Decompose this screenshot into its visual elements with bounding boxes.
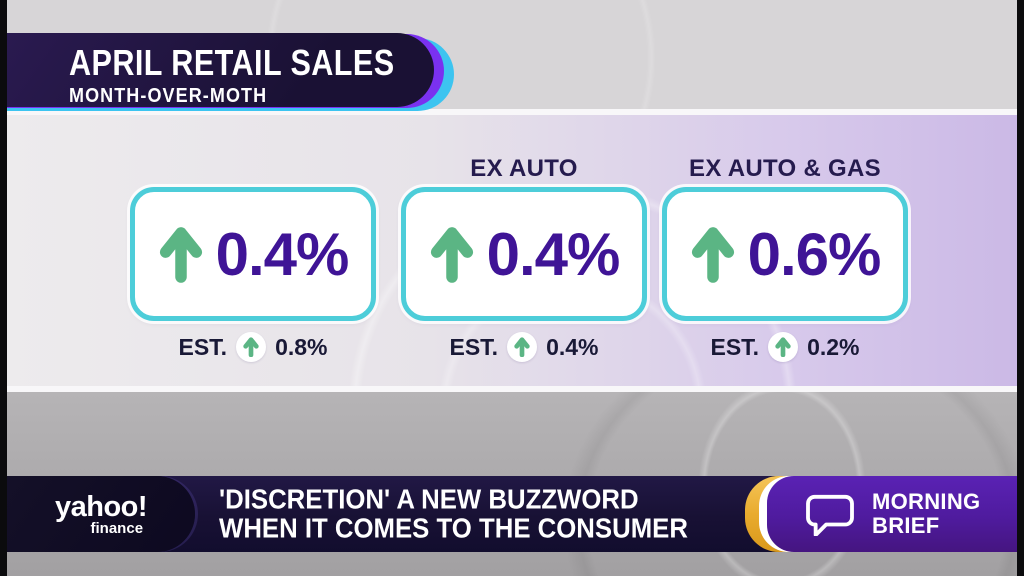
- page-subtitle: MONTH-OVER-MOTH: [69, 85, 268, 107]
- estimate-label: EST.: [710, 333, 760, 360]
- program-title-line-2: BRIEF: [872, 513, 940, 538]
- stat-value: 0.4%: [215, 220, 350, 288]
- page-title: APRIL RETAIL SALES: [69, 42, 395, 83]
- program-title-line-1: MORNING: [872, 489, 981, 515]
- estimate-row: EST. 0.4%: [401, 332, 647, 362]
- headline: 'DISCRETION' A NEW BUZZWORD WHEN IT COME…: [219, 485, 729, 542]
- header-navy-plate: [7, 33, 434, 107]
- estimate-label: EST.: [449, 333, 499, 360]
- estimate-arrow-circle: [507, 332, 538, 362]
- up-arrow-icon: [691, 227, 734, 283]
- estimate-row: EST. 0.8%: [130, 332, 376, 362]
- stat-label: [130, 151, 376, 187]
- stats-panel: 0.4% EST. 0.8% EX AUTO 0.4%: [7, 109, 1017, 392]
- estimate-arrow-circle: [236, 332, 267, 362]
- headline-line-1: 'DISCRETION' A NEW BUZZWORD: [219, 483, 639, 515]
- speech-bubble-icon: [806, 494, 854, 536]
- stat-value: 0.4%: [486, 220, 621, 288]
- estimate-value: 0.8%: [275, 333, 328, 360]
- headline-line-2: WHEN IT COMES TO THE CONSUMER: [219, 512, 688, 543]
- stat-column-ex-auto: EX AUTO 0.4% EST. 0.4%: [401, 151, 647, 362]
- estimate-label: EST.: [178, 333, 228, 360]
- up-arrow-icon: [775, 337, 791, 357]
- program-title: MORNING BRIEF: [872, 490, 980, 538]
- stat-column-total: 0.4% EST. 0.8%: [130, 151, 376, 362]
- stat-value-card: 0.4%: [401, 187, 647, 321]
- up-arrow-icon: [243, 337, 259, 357]
- up-arrow-icon: [514, 337, 530, 357]
- channel-logo-pill: yahoo! finance: [7, 476, 195, 552]
- left-letterbox-strip: [0, 0, 7, 576]
- stat-column-ex-auto-gas: EX AUTO & GAS 0.6% EST. 0.2%: [662, 151, 908, 362]
- estimate-row: EST. 0.2%: [662, 332, 908, 362]
- estimate-arrow-circle: [768, 332, 799, 362]
- stat-label: EX AUTO & GAS: [689, 155, 881, 182]
- logo-primary-text: yahoo!: [54, 490, 148, 523]
- estimate-value: 0.2%: [807, 333, 860, 360]
- logo-secondary-text: finance: [90, 519, 144, 537]
- stat-label: EX AUTO: [470, 155, 578, 182]
- stat-value-card: 0.4%: [130, 187, 376, 321]
- yahoo-finance-logo: yahoo! finance: [54, 490, 148, 537]
- stat-value-card: 0.6%: [662, 187, 908, 321]
- program-badge: MORNING BRIEF: [767, 476, 1017, 552]
- stat-value: 0.6%: [747, 220, 882, 288]
- estimate-value: 0.4%: [546, 333, 599, 360]
- up-arrow-icon: [430, 227, 473, 283]
- header-badge: APRIL RETAIL SALES MONTH-OVER-MOTH: [7, 33, 454, 111]
- right-letterbox-strip: [1017, 0, 1024, 576]
- up-arrow-icon: [159, 227, 202, 283]
